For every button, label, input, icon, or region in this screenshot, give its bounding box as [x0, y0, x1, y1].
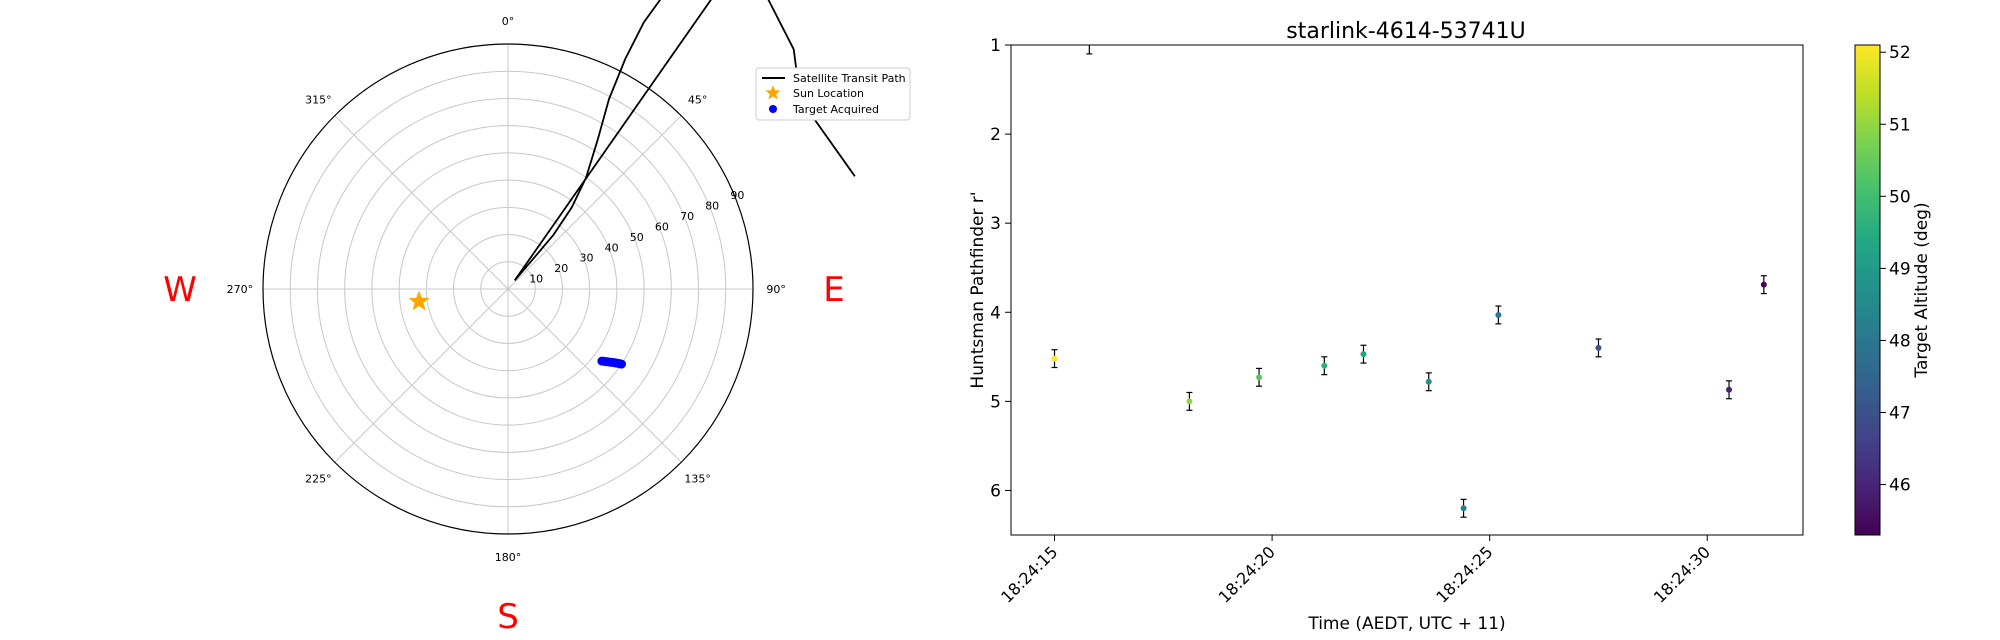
error-bars [1051, 45, 1767, 518]
magnitude-point [1051, 355, 1058, 362]
compass-south: S [497, 597, 519, 637]
polar-plot: 10 20 30 40 50 60 70 80 90 0° 45° 90° 135° 180° 225° 2… [163, 0, 911, 637]
angular-tick-label: 270° [227, 283, 254, 296]
polar-legend: Satellite Transit Path Sun Location Targ… [755, 67, 911, 121]
colorbar-ticks: 46 47 48 49 50 51 52 [1880, 43, 1911, 496]
legend-path-label: Satellite Transit Path [793, 72, 906, 85]
magnitude-points [1051, 281, 1767, 512]
magnitude-point [1495, 311, 1502, 318]
magnitude-point [1425, 378, 1432, 385]
y-tick-label: 4 [990, 303, 1001, 323]
magnitude-point [1186, 398, 1193, 405]
angular-tick-label: 45° [688, 93, 708, 106]
angular-tick-label: 90° [766, 283, 786, 296]
x-tick-label: 18:24:25 [1432, 542, 1496, 606]
target-markers [597, 356, 626, 369]
magnitude-point [1460, 505, 1467, 512]
magnitude-point [1595, 344, 1602, 351]
y-axis-ticks: 1 2 3 4 5 6 [990, 36, 1011, 501]
lightcurve-title: starlink-4614-53741U [1286, 19, 1525, 44]
magnitude-point [1726, 386, 1733, 393]
y-tick-label: 6 [990, 481, 1001, 501]
compass-west: W [163, 270, 197, 310]
angular-tick-label: 225° [305, 473, 332, 486]
y-tick-label: 3 [990, 214, 1001, 234]
legend-sun-swatch [765, 85, 781, 100]
angular-tick-labels: 0° 45° 90° 135° 180° 225° 270° 315° [227, 15, 786, 564]
colorbar-tick-label: 51 [1889, 115, 1911, 135]
target-point [597, 356, 607, 366]
legend-target-swatch [769, 105, 777, 113]
angular-tick-label: 0° [502, 15, 515, 28]
colorbar [1854, 44, 1881, 536]
colorbar-tick-label: 50 [1889, 187, 1911, 207]
polar-spoke [507, 115, 682, 290]
radial-tick-label: 80 [705, 200, 719, 213]
polar-frame [262, 43, 754, 535]
polar-spoke [334, 115, 509, 290]
x-tick-label: 18:24:20 [1215, 542, 1279, 606]
legend-box [755, 67, 911, 121]
colorbar-tick-label: 48 [1889, 331, 1911, 351]
colorbar-tick-label: 49 [1889, 259, 1911, 279]
polar-spokes [263, 44, 753, 534]
radial-tick-label: 60 [655, 221, 669, 234]
lightcurve-plot: starlink-4614-53741U 18:24:15 18:24:20 18:… [968, 19, 1932, 634]
magnitude-point [1256, 374, 1263, 381]
radial-tick-labels: 10 20 30 40 50 60 70 80 90 [529, 189, 744, 285]
colorbar-tick-label: 47 [1889, 404, 1911, 424]
legend-sun-label: Sun Location [793, 87, 864, 100]
sun-marker [408, 290, 430, 311]
y-axis-label: Huntsman Pathfinder r' [968, 191, 988, 388]
colorbar-tick-label: 52 [1889, 43, 1911, 63]
transit-path-line [513, 0, 856, 281]
x-tick-label: 18:24:15 [997, 542, 1061, 606]
y-tick-label: 1 [990, 36, 1001, 56]
radial-tick-label: 50 [630, 231, 644, 244]
x-tick-label: 18:24:30 [1650, 542, 1714, 606]
y-tick-label: 2 [990, 125, 1001, 145]
compass-east: E [823, 270, 844, 310]
radial-tick-label: 30 [580, 252, 594, 265]
y-tick-label: 5 [990, 392, 1001, 412]
colorbar-label: Target Altitude (deg) [1912, 202, 1932, 378]
magnitude-point [1760, 281, 1767, 288]
polar-spoke [334, 288, 509, 463]
angular-tick-label: 135° [684, 473, 711, 486]
radial-tick-label: 70 [680, 210, 694, 223]
magnitude-point [1360, 351, 1367, 358]
x-axis-label: Time (AEDT, UTC + 11) [1307, 614, 1505, 634]
x-axis-ticks: 18:24:15 18:24:20 18:24:25 18:24:30 [997, 535, 1714, 607]
colorbar-tick-label: 46 [1889, 476, 1911, 496]
lightcurve-axes-frame [1010, 44, 1804, 536]
radial-tick-label: 10 [529, 273, 543, 286]
legend-target-label: Target Acquired [792, 103, 879, 116]
radial-tick-label: 20 [554, 262, 568, 275]
angular-tick-label: 180° [495, 551, 522, 564]
angular-tick-label: 315° [305, 93, 332, 106]
radial-tick-label: 90 [730, 189, 744, 202]
radial-tick-label: 40 [605, 241, 619, 254]
polar-spoke [507, 288, 682, 463]
magnitude-point [1321, 362, 1328, 369]
